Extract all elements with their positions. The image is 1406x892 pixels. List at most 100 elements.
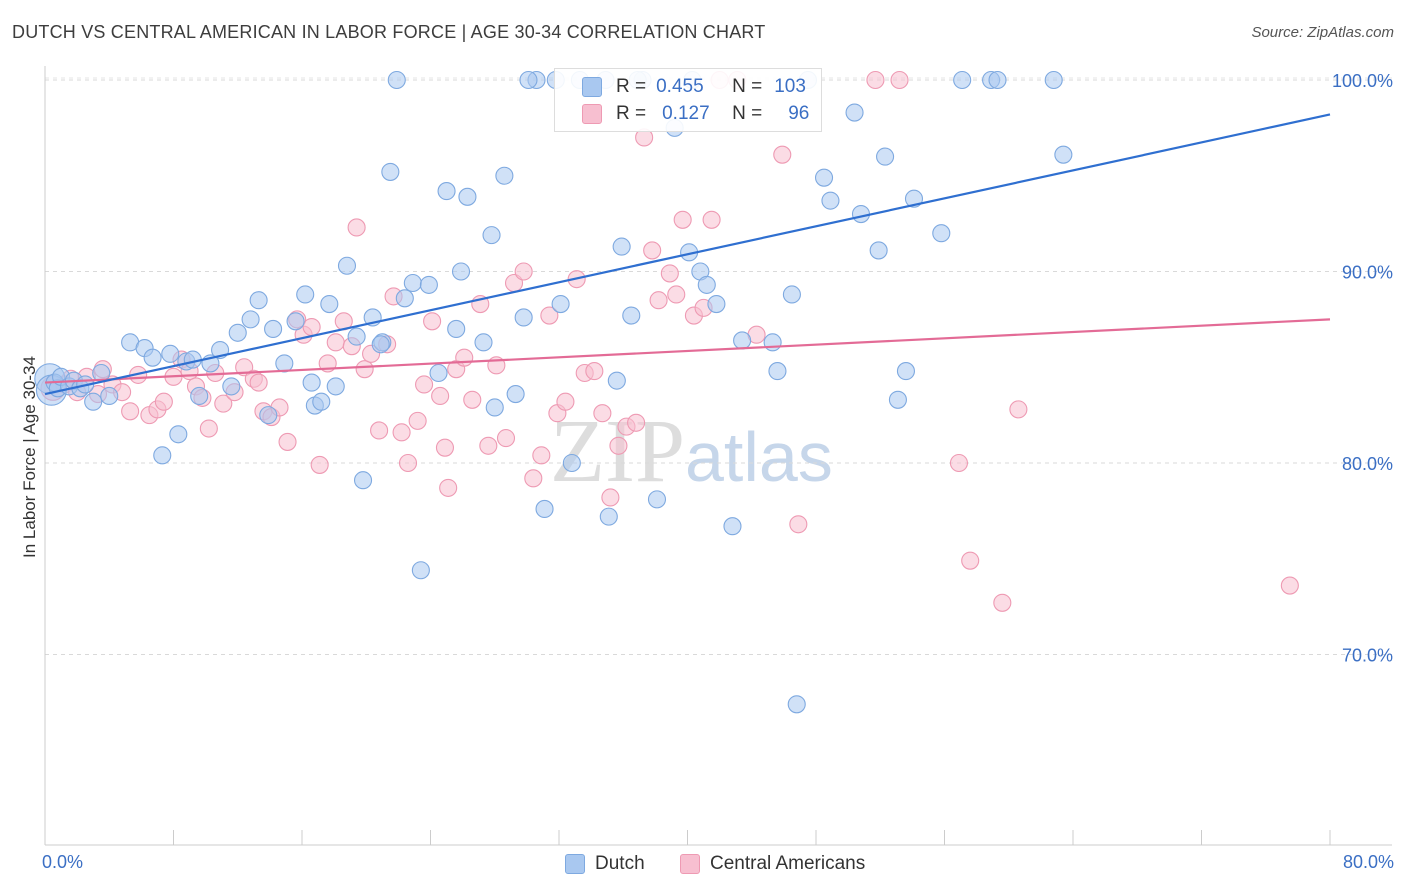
- dutch-point: [1044, 70, 1063, 90]
- dutch-point: [458, 187, 477, 206]
- bottom-legend-central-label: Central Americans: [710, 853, 866, 874]
- dutch-point: [514, 308, 533, 327]
- dutch-point: [932, 224, 951, 243]
- legend-n-label: N =: [732, 76, 763, 97]
- dutch-swatch: [582, 77, 602, 97]
- central-swatch: [582, 104, 602, 124]
- central-point: [585, 362, 604, 381]
- y-tick-labels: 70.0% 80.0% 90.0% 100.0%: [1332, 71, 1393, 666]
- dutch-point: [821, 191, 840, 210]
- central-point: [773, 145, 792, 164]
- central-point: [439, 478, 458, 497]
- dutch-point: [768, 362, 787, 381]
- central-point: [463, 390, 482, 409]
- central-point: [479, 436, 498, 455]
- dutch-point: [622, 306, 641, 325]
- dutch-point: [599, 507, 618, 526]
- central-point: [154, 392, 173, 411]
- legend-central-r: 0.127: [662, 103, 710, 124]
- dutch-point: [302, 373, 321, 392]
- dutch-point: [403, 273, 422, 293]
- dutch-point: [697, 275, 716, 294]
- dutch-point: [647, 490, 667, 509]
- central-point: [1009, 400, 1028, 419]
- central-point: [310, 455, 329, 474]
- bottom-legend-central: Central Americans: [680, 852, 865, 876]
- central-point: [593, 404, 612, 423]
- dutch-point: [222, 377, 241, 396]
- dutch-point: [474, 333, 493, 352]
- dutch-point: [395, 289, 414, 308]
- central-point: [121, 402, 140, 421]
- dutch-point: [296, 285, 315, 304]
- dutch-point: [495, 166, 514, 185]
- y-tick-label: 90.0%: [1342, 263, 1393, 283]
- dutch-point: [869, 241, 888, 260]
- central-point: [370, 421, 389, 440]
- central-point: [673, 210, 692, 229]
- trend-lines: [44, 113, 1331, 396]
- dutch-point: [1054, 145, 1073, 164]
- central-point: [347, 218, 366, 237]
- dutch-point: [326, 377, 345, 396]
- chart-source: Source: ZipAtlas.com: [1251, 24, 1394, 41]
- x-min-label: 0.0%: [42, 852, 84, 872]
- dutch-point: [485, 398, 504, 417]
- central-point: [660, 264, 679, 283]
- correlation-legend: R = 0.455 N = 103 R = 0.127 N = 96: [554, 68, 822, 132]
- central-point: [643, 241, 662, 260]
- x-max-label: 80.0%: [1342, 852, 1394, 872]
- central-point: [415, 375, 434, 394]
- central-point: [532, 446, 551, 465]
- dutch-point: [312, 392, 331, 411]
- dutch-point: [320, 295, 339, 314]
- dutch-point: [411, 561, 430, 580]
- dutch-point: [447, 319, 466, 339]
- central-point: [455, 348, 474, 367]
- dutch-point: [84, 392, 103, 411]
- dutch-point: [381, 162, 400, 181]
- dutch-point: [988, 70, 1007, 90]
- legend-r-label: R =: [616, 103, 647, 124]
- dutch-point: [612, 237, 631, 256]
- central-point: [789, 515, 808, 534]
- legend-r-label: R =: [616, 76, 647, 97]
- central-point: [199, 419, 218, 438]
- legend-dutch-r: 0.455: [656, 76, 704, 97]
- dutch-point: [551, 295, 570, 314]
- dutch-point: [429, 363, 448, 383]
- central-point: [1280, 576, 1299, 595]
- y-tick-label: 80.0%: [1342, 454, 1393, 474]
- dutch-swatch: [565, 854, 585, 874]
- dutch-point: [249, 291, 268, 310]
- dutch-point: [259, 406, 278, 425]
- dutch-point: [763, 333, 782, 352]
- dutch-point: [562, 453, 581, 473]
- dutch-point: [161, 344, 180, 363]
- y-tick-label: 100.0%: [1332, 71, 1393, 91]
- dutch-point: [888, 390, 907, 409]
- dutch-point: [733, 331, 752, 350]
- axes: [44, 66, 1392, 846]
- central-point: [627, 413, 646, 432]
- dutch-point: [100, 386, 119, 406]
- dutch-point: [782, 285, 801, 304]
- dutch-point: [264, 319, 283, 339]
- central-point: [278, 432, 297, 451]
- dutch-point: [241, 310, 260, 329]
- central-point: [540, 306, 559, 325]
- dutch-trend-line: [44, 113, 1331, 396]
- y-tick-label: 70.0%: [1342, 646, 1393, 666]
- central-point: [949, 453, 969, 473]
- central-point: [649, 291, 668, 310]
- dutch-point: [707, 295, 726, 314]
- dutch-point: [387, 70, 406, 90]
- dutch-point: [814, 168, 834, 187]
- dutch-point: [876, 147, 895, 166]
- central-point: [249, 373, 268, 392]
- chart-title: DUTCH VS CENTRAL AMERICAN IN LABOR FORCE…: [12, 22, 766, 42]
- dutch-point: [190, 386, 209, 406]
- central-point: [702, 210, 721, 229]
- dutch-point: [787, 695, 806, 714]
